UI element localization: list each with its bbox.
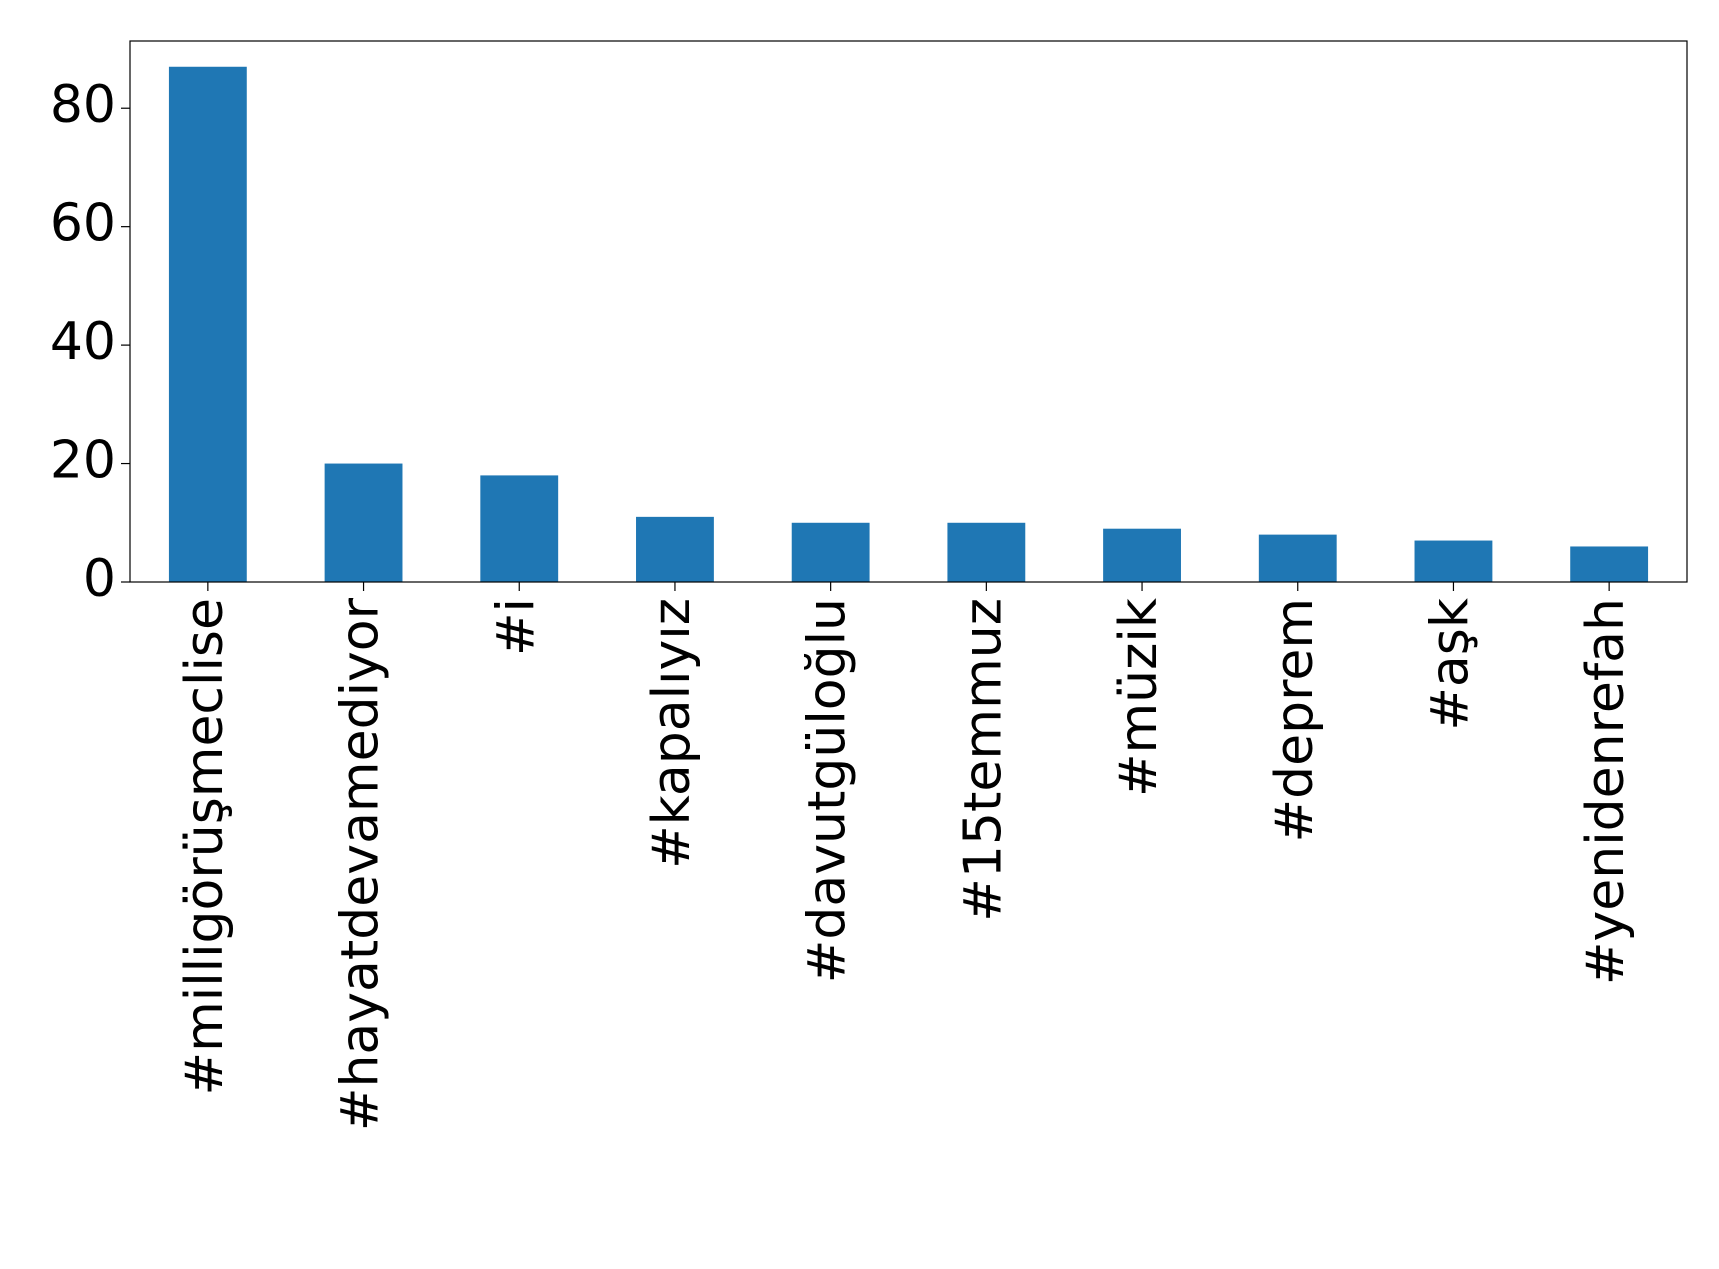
- x-tick-label: #davutgüloğlu: [798, 598, 858, 983]
- x-tick-label: #i: [486, 598, 546, 656]
- y-tick-label: 0: [83, 549, 116, 609]
- bar: [1414, 540, 1493, 582]
- y-tick-label: 80: [50, 75, 116, 135]
- bar: [947, 522, 1026, 582]
- x-tick-label: #15temmuz: [953, 598, 1013, 922]
- bar: [791, 522, 870, 582]
- x-tick-label: #müzik: [1109, 598, 1169, 797]
- bar: [1570, 546, 1649, 582]
- x-tick-label: #deprem: [1265, 598, 1325, 842]
- bar: [168, 66, 247, 582]
- bar: [636, 516, 714, 582]
- y-tick-label: 40: [50, 312, 116, 372]
- bar: [1258, 534, 1337, 582]
- bar: [324, 463, 403, 582]
- x-tick-label: #aşk: [1420, 598, 1480, 731]
- x-tick-label: #milligörüşmeclise: [175, 598, 235, 1095]
- plot-frame: [129, 40, 1688, 583]
- x-tick-label: #yenidenrefah: [1576, 598, 1636, 985]
- bar: [480, 475, 559, 582]
- y-tick-label: 20: [50, 431, 116, 491]
- y-tick-label: 60: [50, 194, 116, 254]
- x-tick-label: #hayatdevamediyor: [331, 597, 391, 1131]
- x-tick-label: #kapalıyız: [642, 598, 702, 869]
- bar: [1103, 528, 1181, 582]
